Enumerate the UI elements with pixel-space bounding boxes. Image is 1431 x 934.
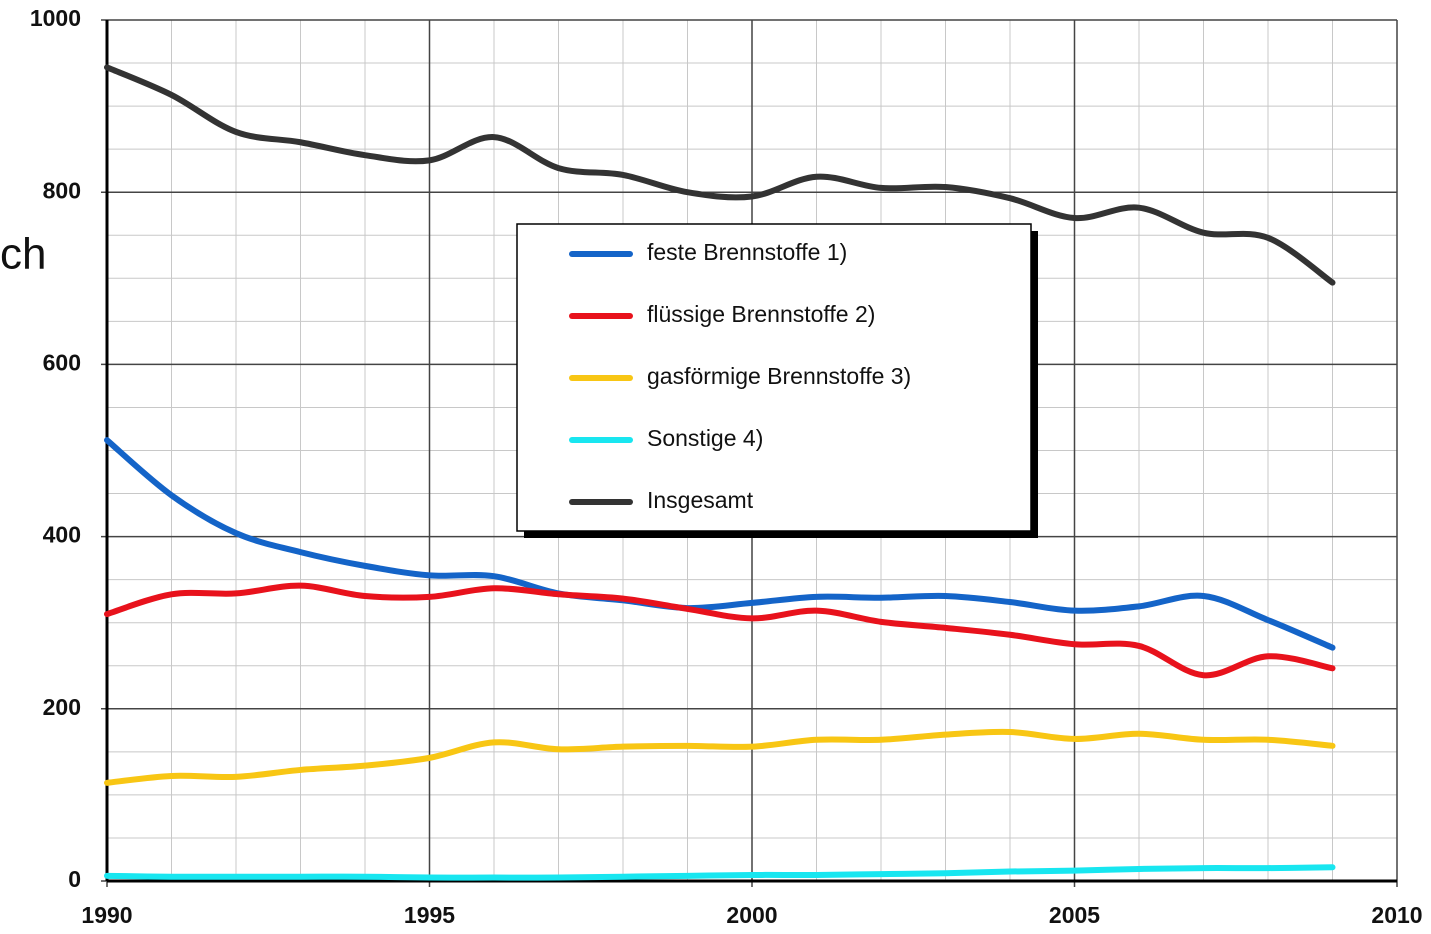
annotation: ch [0, 230, 46, 279]
legend-label: Insgesamt [647, 487, 754, 513]
line [104, 64, 1336, 286]
y-tick-label: 0 [68, 866, 81, 892]
y-tick-label: 1000 [30, 5, 81, 31]
x-tick-label: 1995 [404, 902, 455, 928]
y-tick-label: 400 [43, 522, 81, 548]
line [104, 437, 1336, 651]
legend-label: Sonstige 4) [647, 425, 763, 451]
x-tick-label: 2000 [726, 902, 777, 928]
line [104, 582, 1336, 679]
legend: feste Brennstoffe 1) flüssige Brennstoffe… [516, 223, 1038, 538]
x-tick-label: 2005 [1049, 902, 1100, 928]
legend-label: gasförmige Brennstoffe 3) [647, 363, 911, 389]
legend-label: feste Brennstoffe 1) [647, 239, 847, 265]
x-tick-label: 2010 [1371, 902, 1422, 928]
line [104, 728, 1336, 786]
y-tick-label: 600 [43, 349, 81, 375]
y-tick-label: 800 [43, 177, 81, 203]
y-tick-label: 200 [43, 694, 81, 720]
legend-label: flüssige Brennstoffe 2) [647, 301, 875, 327]
line [104, 864, 1336, 881]
x-tick-label: 1990 [81, 902, 132, 928]
